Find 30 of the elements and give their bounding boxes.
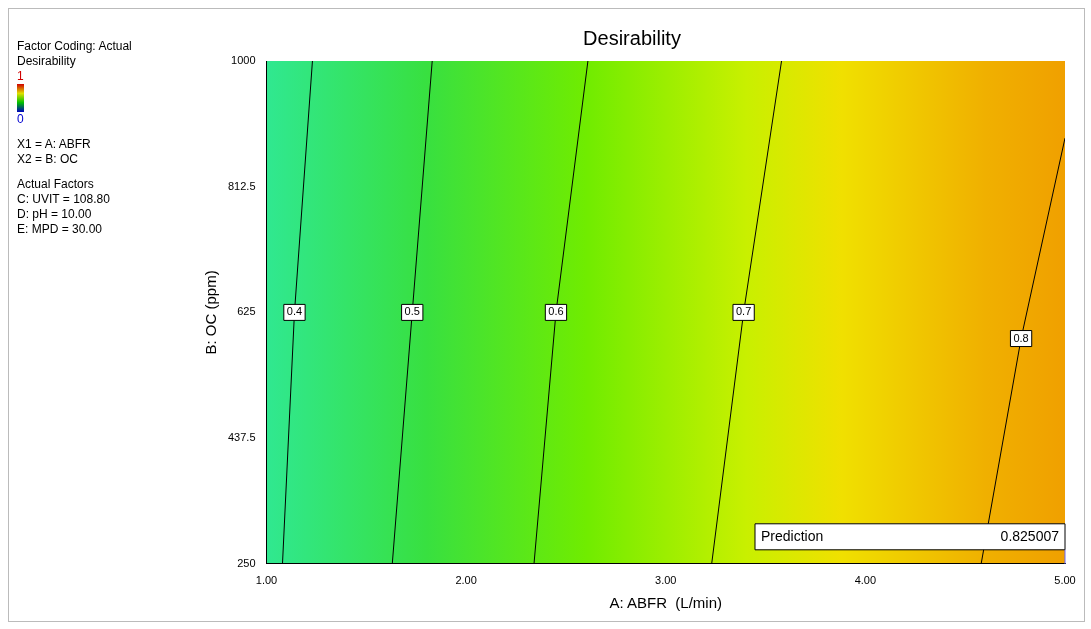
text: 1 <box>17 69 24 83</box>
text: Factor Coding: Actual <box>17 39 132 53</box>
text: C: UVIT = 108.80 <box>17 192 110 206</box>
series-label: 0.4 <box>286 305 303 318</box>
text: X1 = A: ABFR <box>17 137 91 151</box>
series-label: 0.8 <box>1013 331 1029 344</box>
x-axis-title: A: ABFR (L/min) <box>609 594 723 612</box>
y-tick-label: 437.5 <box>228 431 256 444</box>
x-tick-label: 3.00 <box>655 574 677 587</box>
y-tick-label: 1000 <box>231 54 256 67</box>
annotation: Prediction <box>761 527 824 544</box>
x-tick-label: 2.00 <box>455 574 477 587</box>
text: 0 <box>17 112 24 126</box>
y-tick-label: 250 <box>237 556 256 569</box>
series-label: 0.7 <box>735 305 752 318</box>
annotation: 0.825007 <box>1000 527 1060 544</box>
x-tick-label: 1.00 <box>255 574 278 587</box>
x-tick-label: 5.00 <box>1054 574 1076 587</box>
y-tick-label: 625 <box>237 305 256 318</box>
y-tick-label: 812.5 <box>228 179 256 192</box>
text: E: MPD = 30.00 <box>17 222 103 236</box>
series-label: 0.6 <box>548 305 564 318</box>
text: Actual Factors <box>17 177 94 191</box>
text: D: pH = 10.00 <box>17 207 92 221</box>
text: X2 = B: OC <box>17 152 79 166</box>
text: Desirability <box>17 54 76 68</box>
series-label: 0.5 <box>404 305 420 318</box>
chart-title: Desirability <box>583 26 681 49</box>
x-tick-label: 4.00 <box>854 574 877 587</box>
y-axis-title: B: OC (ppm) <box>202 270 220 355</box>
